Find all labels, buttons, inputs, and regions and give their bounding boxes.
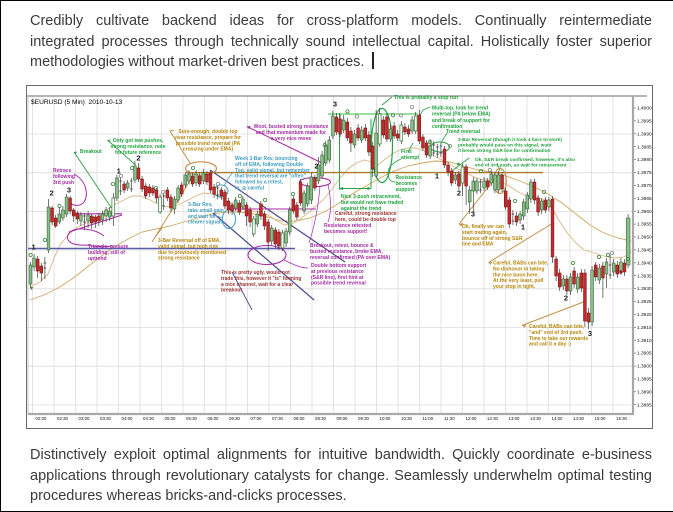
svg-text:1.4000: 1.4000 xyxy=(637,106,652,112)
svg-text:1.3950: 1.3950 xyxy=(637,235,652,241)
svg-text:04:00: 04:00 xyxy=(122,416,134,421)
svg-text:3: 3 xyxy=(588,329,592,338)
svg-text:2: 2 xyxy=(136,154,140,163)
svg-text:15:00: 15:00 xyxy=(595,416,607,421)
svg-text:10:00: 10:00 xyxy=(380,416,392,421)
svg-text:08:00: 08:00 xyxy=(294,416,306,421)
svg-text:12:00: 12:00 xyxy=(466,416,478,421)
svg-text:1: 1 xyxy=(117,167,121,176)
svg-text:$EURUSD (5 Min) 2010-10-13: $EURUSD (5 Min) 2010-10-13 xyxy=(31,99,123,106)
svg-text:08:30: 08:30 xyxy=(315,416,327,421)
svg-text:02:30: 02:30 xyxy=(57,416,69,421)
svg-text:11:30: 11:30 xyxy=(444,416,455,421)
svg-text:1.3945: 1.3945 xyxy=(637,248,652,254)
svg-text:05:30: 05:30 xyxy=(186,416,198,421)
svg-text:1.3995: 1.3995 xyxy=(637,119,652,125)
svg-text:1.3965: 1.3965 xyxy=(637,196,652,202)
svg-text:06:00: 06:00 xyxy=(208,416,220,421)
svg-text:This is probably a stop run: This is probably a stop run xyxy=(394,95,458,101)
svg-text:1.3940: 1.3940 xyxy=(637,260,652,266)
svg-text:12:30: 12:30 xyxy=(487,416,499,421)
svg-text:1.3915: 1.3915 xyxy=(637,325,652,331)
svg-text:1.3930: 1.3930 xyxy=(637,286,652,292)
svg-text:2: 2 xyxy=(457,189,461,198)
svg-text:1.3890: 1.3890 xyxy=(637,389,652,395)
svg-text:Woot, busted strong resistance: Woot, busted strong resistance and that m… xyxy=(254,124,329,142)
svg-text:1: 1 xyxy=(521,223,525,232)
svg-text:Breakout: Breakout xyxy=(80,149,102,155)
svg-text:1.3910: 1.3910 xyxy=(637,338,652,344)
svg-text:1: 1 xyxy=(435,172,439,181)
svg-text:Ok, S&R break confirmed, howev: Ok, S&R break confirmed, however, it's a… xyxy=(475,157,575,169)
svg-text:Trend reversal: Trend reversal xyxy=(446,129,481,135)
svg-text:15:30: 15:30 xyxy=(616,416,628,421)
svg-text:1.3960: 1.3960 xyxy=(637,209,652,215)
svg-text:1.3905: 1.3905 xyxy=(637,351,652,357)
svg-text:1.3990: 1.3990 xyxy=(637,131,652,137)
svg-text:1.3925: 1.3925 xyxy=(637,299,652,305)
svg-text:3: 3 xyxy=(471,210,475,219)
svg-text:02:00: 02:00 xyxy=(36,416,48,421)
svg-text:Only got two pushes,strong res: Only got two pushes, strong resistance, n… xyxy=(110,138,165,156)
svg-text:Careful, BABs can bite,"and" e: Careful, BABs can bite, "and" end of 3rd … xyxy=(529,324,588,348)
svg-text:05:00: 05:00 xyxy=(165,416,177,421)
svg-text:09:00: 09:00 xyxy=(337,416,349,421)
svg-text:07:30: 07:30 xyxy=(272,416,284,421)
svg-text:03:00: 03:00 xyxy=(79,416,91,421)
svg-text:1.3970: 1.3970 xyxy=(637,183,652,189)
svg-text:2: 2 xyxy=(50,189,54,198)
svg-text:11:00: 11:00 xyxy=(423,416,434,421)
svg-text:1.3955: 1.3955 xyxy=(637,222,652,228)
svg-text:10:30: 10:30 xyxy=(401,416,413,421)
svg-text:2: 2 xyxy=(564,294,568,303)
svg-text:Careful, BABs can bite,No dish: Careful, BABs can bite, No dishonor in ta… xyxy=(493,261,549,291)
svg-text:03:30: 03:30 xyxy=(100,416,112,421)
svg-text:3-Bar Reversal (though it took: 3-Bar Reversal (though it took 4 bars to… xyxy=(458,137,562,154)
svg-text:Breakout, retest, bounce &bust: Breakout, retest, bounce & busted resista… xyxy=(310,243,391,261)
svg-text:2: 2 xyxy=(314,162,318,171)
svg-text:14:00: 14:00 xyxy=(552,416,564,421)
svg-text:04:30: 04:30 xyxy=(143,416,155,421)
svg-text:1.3980: 1.3980 xyxy=(637,157,652,163)
svg-text:3-Bar Reversal off of EMA,vali: 3-Bar Reversal off of EMA, valid signal, … xyxy=(158,238,226,262)
svg-text:1.3975: 1.3975 xyxy=(637,170,652,176)
svg-text:13:30: 13:30 xyxy=(530,416,542,421)
svg-text:1.3900: 1.3900 xyxy=(637,364,652,370)
svg-text:1.3985: 1.3985 xyxy=(637,144,652,150)
svg-text:1: 1 xyxy=(32,243,36,252)
svg-text:13:00: 13:00 xyxy=(509,416,521,421)
svg-text:06:30: 06:30 xyxy=(229,416,241,421)
svg-text:1.3885: 1.3885 xyxy=(637,402,652,408)
svg-text:07:00: 07:00 xyxy=(251,416,263,421)
svg-text:3: 3 xyxy=(333,100,337,109)
svg-text:1.3935: 1.3935 xyxy=(637,273,652,279)
svg-text:3: 3 xyxy=(67,186,71,195)
svg-text:09:30: 09:30 xyxy=(358,416,370,421)
svg-text:1.3895: 1.3895 xyxy=(637,377,652,383)
svg-text:14:30: 14:30 xyxy=(573,416,585,421)
svg-text:1.3920: 1.3920 xyxy=(637,312,652,318)
svg-text:This is pretty ugly, would not: This is pretty ugly, would not trade this… xyxy=(221,270,301,294)
svg-text:Nice 3-push retracement,but wo: Nice 3-push retracement, but would not ha… xyxy=(341,194,403,212)
